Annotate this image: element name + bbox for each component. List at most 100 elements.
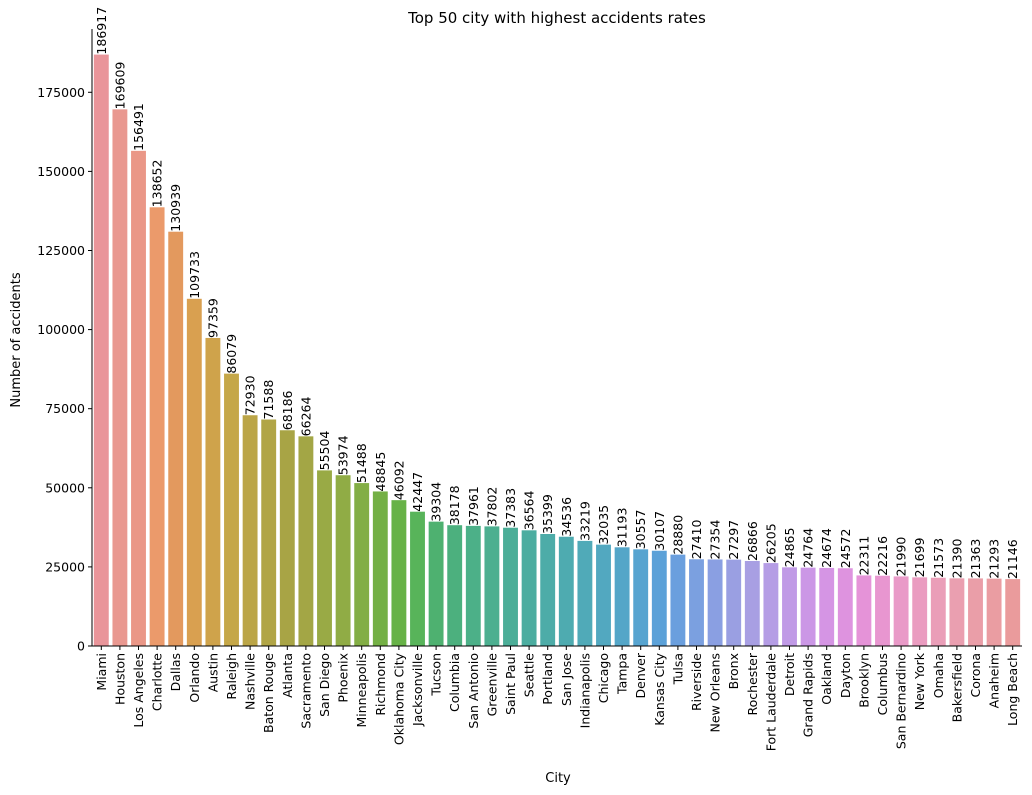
x-tick-label: Rochester bbox=[745, 652, 760, 715]
x-tick-label: New York bbox=[912, 652, 927, 710]
x-tick-label: Tampa bbox=[615, 653, 630, 695]
bar-value-label: 21363 bbox=[968, 539, 983, 579]
bar bbox=[596, 544, 611, 646]
bar bbox=[707, 559, 723, 646]
bar bbox=[558, 536, 574, 646]
x-tick-label: Tucson bbox=[429, 653, 444, 697]
bar-value-label: 24764 bbox=[801, 528, 816, 568]
bar bbox=[261, 419, 277, 646]
x-tick-label: Miami bbox=[94, 653, 109, 691]
x-tick-label: Dallas bbox=[168, 653, 183, 691]
bar bbox=[484, 526, 500, 646]
bar-value-label: 21573 bbox=[931, 538, 946, 578]
bar-value-label: 109733 bbox=[187, 251, 202, 299]
bar bbox=[968, 578, 983, 646]
x-tick-label: Saint Paul bbox=[503, 653, 518, 715]
x-tick-label: Fort Lauderdale bbox=[763, 653, 778, 752]
x-tick-label: Bronx bbox=[726, 653, 741, 689]
bar-value-label: 97359 bbox=[205, 298, 220, 338]
bar bbox=[837, 568, 853, 646]
x-tick-label: Anaheim bbox=[987, 653, 1002, 708]
bar-value-label: 138652 bbox=[150, 160, 165, 208]
bar-value-label: 36564 bbox=[522, 490, 537, 530]
bar bbox=[540, 533, 556, 646]
bar-value-label: 21293 bbox=[987, 539, 1002, 579]
x-tick-label: Raleigh bbox=[224, 653, 239, 700]
bar bbox=[335, 475, 351, 646]
x-tick-label: Corona bbox=[968, 653, 983, 697]
bar bbox=[577, 540, 593, 646]
bar-value-label: 39304 bbox=[429, 482, 444, 522]
x-tick-label: San Diego bbox=[317, 653, 332, 717]
bar-value-label: 30107 bbox=[652, 511, 667, 551]
bar bbox=[651, 550, 667, 646]
x-tick-label: Brooklyn bbox=[856, 653, 871, 708]
x-tick-label: Nashville bbox=[243, 653, 258, 710]
bar-value-label: 169609 bbox=[112, 62, 127, 110]
x-tick-label: Seattle bbox=[522, 653, 537, 698]
bar bbox=[186, 298, 202, 646]
bar bbox=[503, 527, 518, 646]
bar bbox=[763, 563, 779, 646]
x-tick-label: Indianapolis bbox=[577, 653, 592, 728]
x-tick-label: Columbia bbox=[447, 653, 462, 712]
bar bbox=[354, 483, 370, 646]
bar bbox=[912, 577, 928, 646]
bar bbox=[391, 500, 407, 646]
bar-value-label: 26205 bbox=[763, 523, 778, 563]
x-tick-label: Kansas City bbox=[652, 652, 667, 725]
x-tick-label: Portland bbox=[540, 653, 555, 705]
x-tick-label: Denver bbox=[633, 652, 648, 698]
bar bbox=[149, 207, 165, 647]
x-tick-label: Long Beach bbox=[1005, 653, 1020, 726]
y-tick-label: 175000 bbox=[37, 85, 85, 100]
bar-value-label: 32035 bbox=[596, 505, 611, 545]
x-tick-label: San Antonio bbox=[466, 653, 481, 729]
bar bbox=[986, 578, 1002, 646]
bar bbox=[689, 559, 704, 646]
x-tick-label: Baton Rouge bbox=[261, 653, 276, 733]
bar bbox=[242, 415, 258, 646]
x-axis: Miami Houston Los Angeles Charlotte Dallas Or… bbox=[92, 645, 1022, 752]
bars-group bbox=[93, 54, 1021, 647]
bar bbox=[726, 559, 742, 646]
bar-value-label: 24572 bbox=[838, 528, 853, 568]
bar-value-label: 26866 bbox=[745, 521, 760, 561]
x-tick-label: Bakersfield bbox=[949, 653, 964, 722]
bar-value-label: 130939 bbox=[168, 184, 183, 232]
bar-value-label: 71588 bbox=[261, 380, 276, 420]
x-tick-label: Minneapolis bbox=[354, 653, 369, 728]
bar bbox=[782, 567, 797, 646]
x-tick-label: Sacramento bbox=[298, 653, 313, 729]
bar-value-label: 24674 bbox=[819, 528, 834, 568]
bar-value-label: 27410 bbox=[689, 519, 704, 559]
bar-value-label: 55504 bbox=[317, 431, 332, 471]
x-tick-label: Oklahoma City bbox=[391, 652, 406, 745]
bar-value-label: 72930 bbox=[243, 375, 258, 415]
bar-value-label: 22216 bbox=[875, 536, 890, 576]
x-tick-label: New Orleans bbox=[708, 653, 723, 732]
bar-value-label: 37802 bbox=[484, 487, 499, 527]
x-tick-label: Greenville bbox=[484, 653, 499, 717]
x-tick-label: Oakland bbox=[819, 653, 834, 705]
y-tick-label: 150000 bbox=[37, 164, 85, 179]
x-tick-label: Columbus bbox=[875, 653, 890, 715]
bar-value-label: 21990 bbox=[894, 537, 909, 577]
x-axis-label: City bbox=[545, 771, 571, 786]
bar-value-label: 21390 bbox=[949, 539, 964, 579]
bar-value-label: 27354 bbox=[708, 520, 723, 560]
bar-value-label: 38178 bbox=[447, 485, 462, 525]
bar bbox=[819, 567, 835, 646]
bar bbox=[112, 109, 128, 647]
bar bbox=[614, 547, 630, 646]
bar-value-label: 37383 bbox=[503, 488, 518, 528]
bar-value-label: 34536 bbox=[559, 497, 574, 537]
y-tick-label: 50000 bbox=[45, 480, 85, 495]
bar bbox=[949, 578, 965, 646]
x-tick-label: Charlotte bbox=[150, 653, 165, 711]
x-tick-label: San Bernardino bbox=[894, 653, 909, 749]
bar-value-label: 28880 bbox=[670, 515, 685, 555]
bar bbox=[930, 577, 946, 646]
bar-value-label: 22311 bbox=[856, 536, 871, 576]
